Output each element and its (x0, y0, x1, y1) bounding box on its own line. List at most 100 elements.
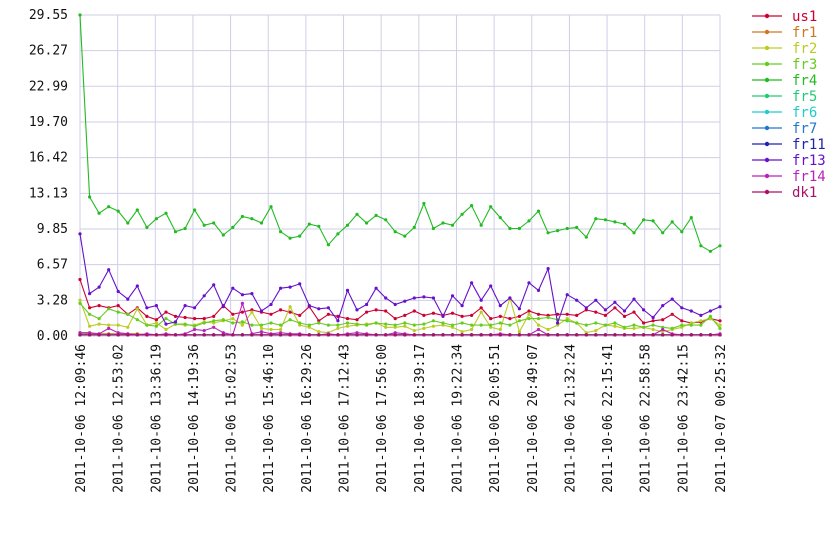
data-point-fr3 (154, 324, 158, 328)
data-point-fr4 (374, 213, 378, 217)
data-point-us1 (183, 315, 187, 320)
legend-entry-fr14[interactable]: fr14 (752, 169, 826, 185)
data-point-fr3 (279, 323, 283, 327)
data-point-us1 (384, 309, 388, 313)
data-point-fr2 (527, 312, 531, 316)
data-point-us1 (193, 317, 197, 321)
data-point-fr13 (546, 267, 550, 271)
data-point-us1 (422, 313, 426, 317)
gridlines (79, 14, 721, 337)
legend-entry-fr1[interactable]: fr1 (752, 25, 817, 41)
legend-entry-us1[interactable]: us1 (752, 9, 817, 25)
data-point-us1 (460, 314, 464, 318)
legend-entry-fr3[interactable]: fr3 (752, 57, 817, 73)
legend-entry-dk1[interactable]: dk1 (752, 185, 817, 201)
data-point-fr2 (489, 325, 493, 329)
data-point-fr13 (240, 293, 244, 297)
legend-entry-fr13[interactable]: fr13 (752, 153, 826, 169)
data-point-fr13 (661, 304, 665, 308)
series-dk1 (78, 333, 722, 337)
data-point-fr3 (345, 321, 350, 325)
legend-entry-fr2[interactable]: fr2 (752, 41, 817, 57)
data-point-fr4 (613, 220, 617, 224)
data-point-fr3 (460, 321, 464, 325)
data-point-dk1 (116, 333, 120, 337)
data-point-dk1 (508, 333, 512, 337)
data-point-fr2 (135, 307, 139, 311)
data-point-fr3 (202, 321, 206, 325)
legend-label: fr1 (792, 25, 817, 41)
data-point-dk1 (661, 333, 665, 337)
data-point-fr13 (536, 288, 541, 292)
legend-entry-fr5[interactable]: fr5 (752, 89, 817, 105)
data-point-fr13 (212, 283, 216, 287)
data-point-fr3 (536, 317, 541, 321)
data-point-fr14 (259, 330, 264, 334)
data-point-us1 (317, 319, 321, 323)
data-point-fr13 (651, 315, 655, 320)
data-point-fr4 (508, 226, 512, 231)
legend-marker (764, 109, 770, 115)
legend-entry-fr4[interactable]: fr4 (752, 73, 817, 89)
data-point-fr14 (536, 327, 541, 332)
data-point-fr2 (517, 330, 522, 334)
data-point-us1 (622, 314, 627, 318)
data-point-fr3 (431, 319, 435, 323)
series-line-fr13 (79, 233, 721, 325)
data-point-dk1 (642, 333, 646, 337)
legend-marker (764, 141, 770, 147)
data-point-fr2 (680, 325, 684, 329)
data-point-fr13 (517, 307, 522, 311)
data-point-dk1 (336, 333, 340, 337)
legend-entry-fr7[interactable]: fr7 (752, 121, 817, 137)
data-point-fr13 (460, 304, 464, 308)
data-point-fr4 (718, 244, 722, 248)
data-point-fr4 (689, 216, 693, 220)
data-point-dk1 (384, 333, 388, 337)
data-point-fr13 (718, 305, 722, 309)
data-point-fr2 (288, 305, 292, 309)
data-point-fr3 (622, 325, 627, 329)
data-point-fr3 (699, 323, 703, 327)
data-point-us1 (97, 304, 101, 308)
data-point-fr4 (326, 243, 330, 247)
data-point-fr4 (135, 208, 139, 212)
data-point-us1 (269, 312, 273, 316)
legend-marker (764, 173, 770, 179)
data-point-dk1 (622, 333, 627, 337)
legend-entry-fr6[interactable]: fr6 (752, 105, 817, 121)
data-point-fr2 (460, 330, 464, 334)
x-tick-label: 2011-10-06 15:46:10 (262, 344, 277, 493)
data-point-fr13 (135, 284, 139, 288)
data-point-fr13 (594, 298, 598, 302)
legend-label: fr6 (792, 105, 817, 121)
data-point-fr14 (661, 327, 665, 332)
data-point-fr2 (422, 326, 426, 330)
legend-label: fr11 (792, 137, 826, 153)
data-point-dk1 (221, 333, 225, 337)
data-point-fr3 (183, 322, 187, 326)
data-point-dk1 (680, 333, 684, 337)
data-point-fr13 (317, 307, 321, 311)
data-point-us1 (240, 310, 244, 314)
data-point-dk1 (470, 333, 474, 337)
data-point-fr4 (536, 209, 541, 213)
y-tick-label: 13.13 (29, 186, 68, 201)
data-point-dk1 (575, 333, 579, 337)
data-point-fr4 (173, 230, 178, 234)
data-point-fr3 (88, 312, 92, 316)
legend-entry-fr11[interactable]: fr11 (752, 137, 826, 153)
data-point-fr3 (145, 323, 149, 327)
series-lines (78, 13, 722, 337)
data-point-fr13 (326, 306, 330, 310)
data-point-fr4 (384, 218, 388, 222)
legend-marker (764, 61, 770, 67)
data-point-us1 (78, 277, 82, 282)
data-point-fr13 (422, 295, 426, 299)
data-point-fr13 (78, 232, 82, 236)
data-point-fr3 (527, 317, 531, 321)
y-tick-label: 29.55 (29, 8, 68, 23)
x-tick-label: 2011-10-06 22:58:58 (639, 344, 654, 493)
data-point-dk1 (517, 333, 522, 337)
data-point-fr13 (374, 286, 378, 290)
